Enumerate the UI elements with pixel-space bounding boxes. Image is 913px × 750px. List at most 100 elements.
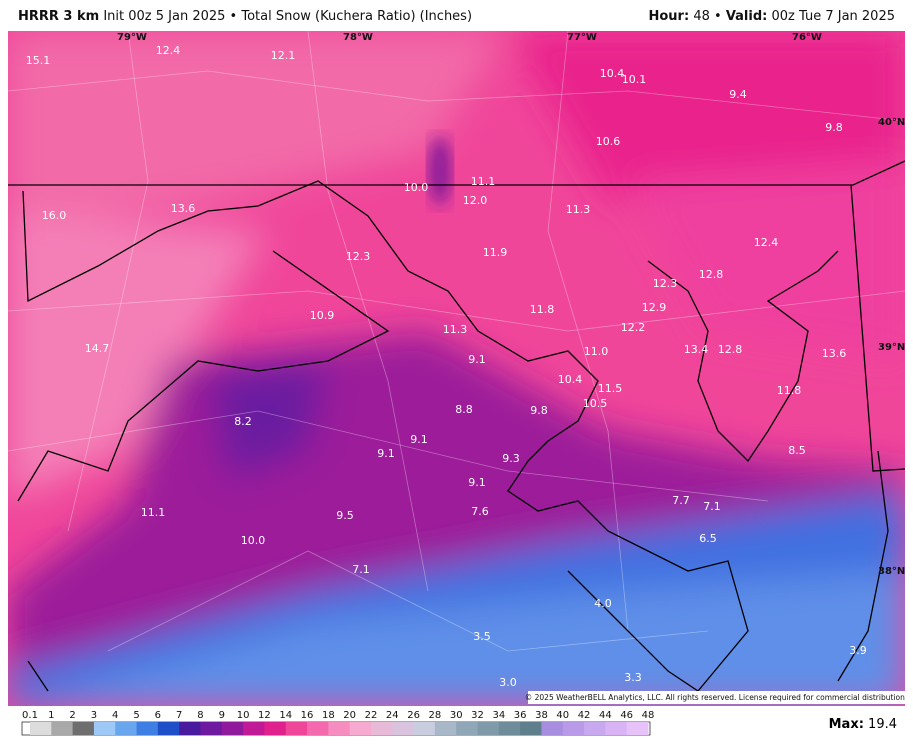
legend-label: 32	[471, 710, 484, 721]
snow-total-label: 10.5	[583, 397, 608, 410]
legend-swatch	[328, 722, 351, 735]
snow-total-label: 10.4	[558, 373, 583, 386]
legend-label: 0.1	[22, 710, 38, 721]
grid-label: 76°W	[792, 32, 822, 43]
legend-swatch	[562, 722, 585, 735]
grid-label: 79°W	[117, 32, 147, 43]
legend-swatch	[498, 722, 521, 735]
grid-label: 77°W	[567, 32, 597, 43]
legend-label: 24	[386, 710, 399, 721]
legend-label: 12	[258, 710, 271, 721]
legend-label: 22	[365, 710, 378, 721]
legend-swatch	[349, 722, 372, 735]
grid-label: 78°W	[343, 32, 373, 43]
legend-label: 10	[237, 710, 250, 721]
legend-label: 16	[301, 710, 314, 721]
snow-total-label: 9.5	[336, 509, 354, 522]
snow-total-label: 12.3	[346, 250, 371, 263]
legend-label: 40	[556, 710, 569, 721]
legend-label: 46	[620, 710, 633, 721]
grid-label: 40°N	[878, 117, 905, 128]
snow-total-label: 6.5	[699, 532, 717, 545]
snow-total-label: 10.6	[596, 135, 621, 148]
snow-total-label: 12.2	[621, 321, 646, 334]
legend-label: 14	[279, 710, 292, 721]
legend-swatch	[520, 722, 542, 735]
legend-swatch	[179, 722, 201, 735]
snow-total-label: 11.0	[584, 345, 609, 358]
legend-swatch	[243, 722, 265, 735]
copyright: © 2025 WeatherBELL Analytics, LLC. All r…	[525, 693, 905, 702]
grid-label: 39°N	[878, 342, 905, 353]
snow-total-label: 9.8	[530, 404, 548, 417]
legend-label: 2	[69, 710, 75, 721]
legend-label: 28	[429, 710, 442, 721]
legend-swatch	[584, 722, 606, 735]
snow-total-label: 11.5	[598, 382, 623, 395]
snow-total-label: 12.4	[156, 44, 181, 57]
snow-total-label: 10.0	[404, 181, 429, 194]
snow-total-label: 7.1	[352, 563, 370, 576]
snow-total-label: 12.1	[271, 49, 296, 62]
legend-swatch	[434, 722, 457, 735]
max-value: 19.4	[868, 717, 897, 732]
legend-label: 18	[322, 710, 335, 721]
snow-total-label: 10.4	[600, 67, 625, 80]
legend-label: 20	[343, 710, 356, 721]
legend-swatch	[115, 722, 138, 735]
legend-label: 5	[133, 710, 139, 721]
snow-total-label: 3.0	[499, 676, 517, 689]
snow-total-label: 11.8	[777, 384, 802, 397]
snow-total-label: 12.4	[754, 236, 779, 249]
snow-total-label: 12.3	[653, 277, 678, 290]
snow-total-label: 9.1	[468, 476, 486, 489]
snow-total-label: 11.1	[141, 506, 166, 519]
header-left: HRRR 3 km Init 00z 5 Jan 2025 • Total Sn…	[18, 9, 472, 24]
snow-total-label: 7.7	[672, 494, 690, 507]
snow-field	[8, 31, 905, 706]
legend-swatch	[307, 722, 329, 735]
copyright-box	[528, 691, 905, 704]
separator: •	[714, 9, 722, 24]
snow-total-label: 12.0	[463, 194, 488, 207]
legend-swatch	[221, 722, 244, 735]
legend-swatch	[264, 722, 287, 735]
legend-label: 48	[642, 710, 655, 721]
legend-swatch	[93, 722, 116, 735]
legend-label: 1	[48, 710, 54, 721]
snow-total-label: 16.0	[42, 209, 67, 222]
legend-label: 44	[599, 710, 612, 721]
legend-label: 8	[197, 710, 203, 721]
snow-total-label: 9.1	[377, 447, 395, 460]
state-borders	[8, 160, 905, 692]
legend-label: 34	[492, 710, 505, 721]
legend-swatch	[136, 722, 159, 735]
legend-swatch	[285, 722, 308, 735]
legend-label: 7	[176, 710, 182, 721]
legend-swatch	[541, 722, 564, 735]
snow-total-label: 10.1	[622, 73, 647, 86]
snow-total-label: 11.9	[483, 246, 508, 259]
description: Init 00z 5 Jan 2025 • Total Snow (Kucher…	[103, 9, 473, 24]
legend-label: 4	[112, 710, 118, 721]
legend-swatch	[456, 722, 479, 735]
snow-total-label: 10.9	[310, 309, 335, 322]
snow-total-label: 9.3	[502, 452, 520, 465]
header-right: Hour: 48 • Valid: 00z Tue 7 Jan 2025	[648, 9, 895, 24]
hour-label: Hour:	[648, 9, 690, 24]
legend-swatch	[157, 722, 180, 735]
snow-total-label: 12.8	[718, 343, 743, 356]
legend-swatch	[72, 722, 95, 735]
snow-total-label: 13.6	[171, 202, 196, 215]
legend-swatch	[370, 722, 393, 735]
snow-total-label: 14.7	[85, 342, 110, 355]
snow-total-label: 3.9	[849, 644, 867, 657]
legend: 0.1 1 2 3 4 5 6 7 8 9 10 12 14 16 18 20 22 24 26 28 30 32 34 36…	[21, 710, 655, 736]
snow-total-label: 9.4	[729, 88, 747, 101]
max-label: Max:	[828, 717, 864, 732]
snow-total-label: 8.8	[455, 403, 473, 416]
snow-total-label: 11.8	[530, 303, 555, 316]
snow-total-label: 7.6	[471, 505, 489, 518]
legend-label: 36	[514, 710, 527, 721]
snow-total-label: 3.3	[624, 671, 642, 684]
